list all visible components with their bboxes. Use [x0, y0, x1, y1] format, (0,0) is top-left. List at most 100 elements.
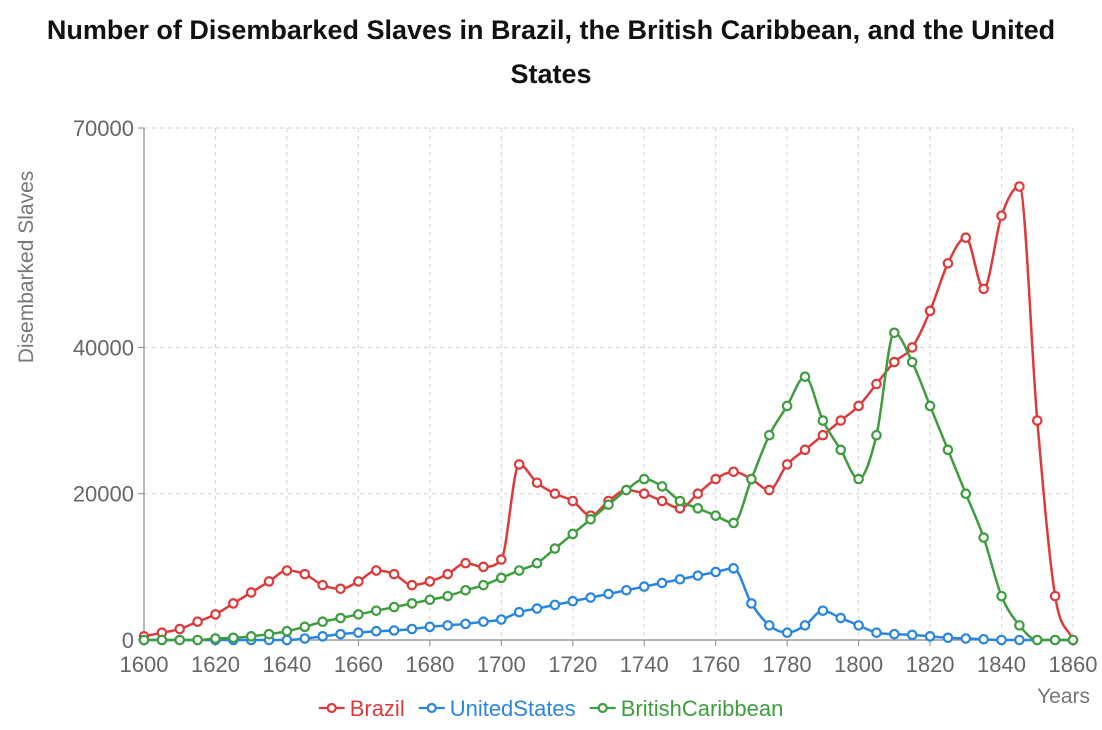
- data-point: [692, 570, 704, 581]
- y-tick-label: 40000: [73, 335, 134, 360]
- data-point: [1049, 590, 1061, 602]
- legend-item-Brazil: Brazil: [318, 696, 405, 721]
- data-point: [531, 603, 543, 614]
- data-point: [710, 566, 721, 578]
- data-point: [228, 598, 239, 609]
- data-point: [656, 577, 668, 589]
- data-point: [245, 631, 257, 642]
- data-point: [835, 612, 847, 624]
- data-point: [174, 623, 186, 635]
- data-point: [942, 444, 954, 456]
- data-point: [299, 633, 311, 644]
- data-point: [353, 627, 364, 638]
- legend-item-BritishCaribbean: BritishCaribbean: [589, 696, 783, 721]
- data-point: [406, 579, 418, 591]
- data-point: [924, 631, 936, 642]
- data-point: [746, 598, 757, 609]
- data-point: [192, 616, 203, 628]
- data-point: [478, 616, 489, 628]
- data-point: [799, 620, 811, 631]
- x-tick-label: 1660: [334, 652, 383, 677]
- data-point: [567, 495, 579, 507]
- data-point: [460, 618, 471, 630]
- data-point: [638, 581, 650, 592]
- x-tick-label: 1780: [763, 652, 812, 677]
- legend-item-UnitedStates: UnitedStates: [418, 696, 576, 721]
- x-tick-label: 1720: [548, 652, 597, 677]
- data-point: [424, 576, 436, 587]
- data-point: [710, 473, 721, 485]
- data-point: [388, 601, 400, 613]
- data-point: [656, 481, 668, 492]
- data-point: [585, 592, 596, 603]
- data-point: [603, 588, 614, 600]
- data-point: [906, 342, 918, 353]
- data-point: [763, 429, 775, 441]
- legend-marker: [597, 702, 608, 714]
- x-tick-label: 1600: [120, 652, 169, 677]
- data-point: [763, 484, 775, 496]
- data-point: [960, 488, 972, 500]
- data-point: [728, 517, 739, 529]
- data-point: [728, 563, 739, 574]
- data-point: [567, 528, 579, 540]
- axes: 1600 1620 1640 1660 1680 1700 1720 1740 1760 1780…: [73, 116, 1098, 677]
- data-point: [692, 488, 704, 500]
- data-point: [406, 623, 418, 635]
- data-point: [496, 572, 507, 584]
- data-point: [603, 499, 614, 510]
- data-point: [960, 232, 972, 244]
- data-point: [1014, 634, 1025, 646]
- data-point: [335, 628, 346, 640]
- data-point: [549, 543, 561, 554]
- legend: Brazil UnitedStates BritishCaribbean: [318, 696, 783, 721]
- data-point: [763, 620, 775, 631]
- data-point: [353, 576, 364, 587]
- data-point: [781, 627, 793, 638]
- legend-marker: [326, 702, 337, 714]
- data-point: [513, 565, 525, 576]
- data-point: [370, 605, 382, 617]
- data-point: [871, 378, 882, 390]
- data-point: [960, 633, 972, 644]
- data-point: [674, 495, 686, 507]
- data-point: [996, 634, 1007, 646]
- data-point: [478, 579, 489, 591]
- y-tick-label: 70000: [73, 116, 134, 141]
- data-point: [889, 327, 900, 339]
- data-point: [496, 614, 507, 625]
- data-point: [924, 305, 936, 317]
- data-point: [746, 473, 757, 485]
- x-tick-label: 1820: [906, 652, 955, 677]
- x-tick-label: 1860: [1049, 652, 1098, 677]
- data-point: [889, 356, 900, 368]
- series-Brazil: [138, 181, 1079, 646]
- data-point: [478, 561, 489, 573]
- data-point: [996, 210, 1007, 222]
- data-point: [424, 594, 436, 606]
- data-point: [942, 258, 954, 269]
- data-point: [638, 473, 650, 485]
- data-point: [531, 477, 543, 489]
- data-point: [906, 629, 918, 641]
- data-point: [942, 632, 954, 644]
- data-point: [853, 400, 864, 412]
- data-point: [460, 557, 471, 569]
- x-tick-label: 1800: [834, 652, 883, 677]
- data-point: [335, 612, 346, 624]
- data-point: [1067, 634, 1079, 646]
- data-point: [889, 628, 900, 640]
- x-tick-label: 1760: [691, 652, 740, 677]
- data-point: [531, 557, 543, 569]
- data-point: [728, 466, 739, 478]
- data-point: [406, 598, 418, 609]
- legend-marker: [426, 702, 437, 714]
- legend-label: Brazil: [350, 696, 405, 721]
- data-point: [1014, 620, 1025, 631]
- data-point: [281, 634, 293, 646]
- data-point: [710, 510, 721, 521]
- x-axis-title: Years: [1037, 685, 1090, 708]
- data-point: [799, 371, 811, 382]
- data-point: [388, 625, 400, 636]
